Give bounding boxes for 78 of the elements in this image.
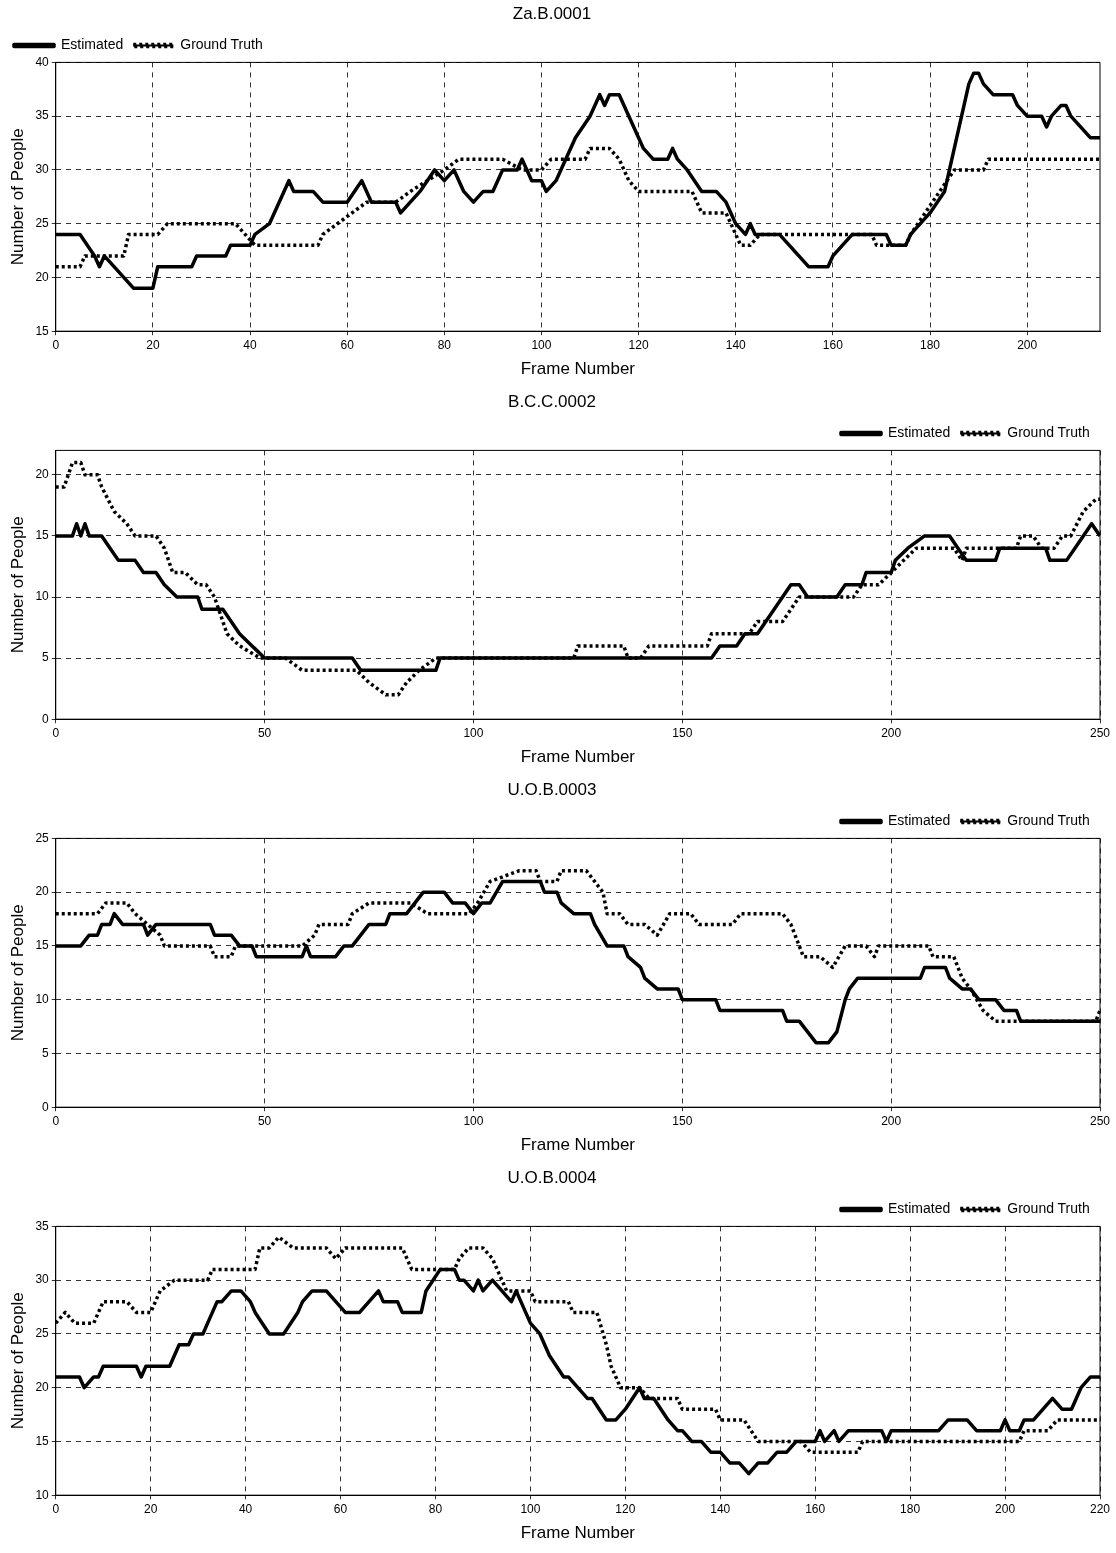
y-tick-label: 5 — [42, 1045, 50, 1060]
x-tick-label: 20 — [146, 337, 160, 352]
x-tick-label: 120 — [628, 337, 649, 352]
legend-label: Ground Truth — [1007, 424, 1090, 441]
x-axis-title: Frame Number — [520, 1523, 636, 1543]
x-tick-label: 250 — [1089, 725, 1111, 740]
y-tick-label: 10 — [35, 991, 50, 1006]
y-tick-label: 40 — [35, 54, 50, 69]
x-tick-label: 150 — [672, 725, 693, 740]
x-tick-label: 250 — [1089, 1113, 1111, 1128]
x-tick-label: 40 — [243, 337, 258, 352]
legend-label: Ground Truth — [1007, 812, 1090, 829]
y-tick-label: 35 — [35, 1218, 50, 1233]
y-tick-label: 25 — [35, 215, 50, 230]
x-tick-label: 200 — [995, 1501, 1016, 1516]
x-tick-label: 100 — [520, 1501, 541, 1516]
y-tick-label: 10 — [35, 589, 50, 604]
x-tick-label: 180 — [919, 337, 941, 352]
x-tick-label: 80 — [437, 337, 452, 352]
y-tick-label: 15 — [35, 1433, 50, 1448]
x-tick-label: 0 — [52, 725, 60, 740]
x-axis-title: Frame Number — [520, 1135, 636, 1155]
legend-label: Estimated — [888, 424, 951, 441]
x-axis-title: Frame Number — [520, 359, 636, 379]
y-axis-title: Number of People — [7, 516, 27, 654]
y-tick-label: 25 — [35, 1326, 50, 1341]
y-tick-label: 0 — [42, 711, 50, 726]
y-tick-label: 30 — [35, 1272, 50, 1287]
x-tick-label: 60 — [333, 1501, 348, 1516]
chart-title: B.C.C.0002 — [508, 391, 596, 411]
x-tick-label: 100 — [463, 725, 484, 740]
x-tick-label: 200 — [881, 725, 902, 740]
y-tick-label: 20 — [35, 1379, 50, 1394]
y-tick-label: 0 — [42, 1099, 50, 1114]
x-tick-label: 200 — [881, 1113, 902, 1128]
y-tick-label: 30 — [35, 162, 50, 177]
x-tick-label: 120 — [615, 1501, 636, 1516]
chart-title: U.O.B.0004 — [507, 1167, 597, 1187]
y-tick-label: 20 — [35, 884, 50, 899]
x-tick-label: 20 — [144, 1501, 158, 1516]
x-tick-label: 0 — [52, 1501, 60, 1516]
chart-title: Za.B.0001 — [512, 3, 592, 23]
x-tick-label: 50 — [257, 1113, 272, 1128]
x-tick-label: 60 — [340, 337, 355, 352]
x-tick-label: 140 — [710, 1501, 731, 1516]
y-tick-label: 10 — [35, 1487, 50, 1502]
x-tick-label: 40 — [238, 1501, 253, 1516]
legend-label: Estimated — [888, 812, 951, 829]
x-tick-label: 0 — [52, 1113, 60, 1128]
x-tick-label: 50 — [257, 725, 272, 740]
legend-label: Estimated — [888, 1200, 951, 1217]
x-tick-label: 150 — [672, 1113, 693, 1128]
x-tick-label: 100 — [531, 337, 552, 352]
y-tick-label: 15 — [35, 528, 50, 543]
y-tick-label: 25 — [35, 830, 50, 845]
y-tick-label: 20 — [35, 269, 50, 284]
y-axis-title: Number of People — [7, 1292, 27, 1430]
y-axis-title: Number of People — [7, 128, 27, 266]
x-tick-label: 100 — [463, 1113, 484, 1128]
legend-label: Ground Truth — [180, 36, 263, 53]
legend-label: Estimated — [61, 36, 124, 53]
y-tick-label: 35 — [35, 108, 50, 123]
x-tick-label: 200 — [1017, 337, 1038, 352]
x-tick-label: 140 — [725, 337, 747, 352]
y-axis-title: Number of People — [7, 904, 27, 1042]
legend-label: Ground Truth — [1007, 1200, 1090, 1217]
x-tick-label: 80 — [428, 1501, 443, 1516]
x-tick-label: 220 — [1089, 1501, 1111, 1516]
chart-title: U.O.B.0003 — [507, 779, 597, 799]
y-tick-label: 5 — [42, 650, 50, 665]
y-tick-label: 15 — [35, 323, 50, 338]
x-tick-label: 160 — [822, 337, 844, 352]
y-tick-label: 20 — [35, 467, 50, 482]
y-tick-label: 15 — [35, 938, 50, 953]
x-tick-label: 0 — [52, 337, 60, 352]
x-axis-title: Frame Number — [520, 747, 636, 767]
x-tick-label: 160 — [805, 1501, 826, 1516]
x-tick-label: 180 — [900, 1501, 921, 1516]
